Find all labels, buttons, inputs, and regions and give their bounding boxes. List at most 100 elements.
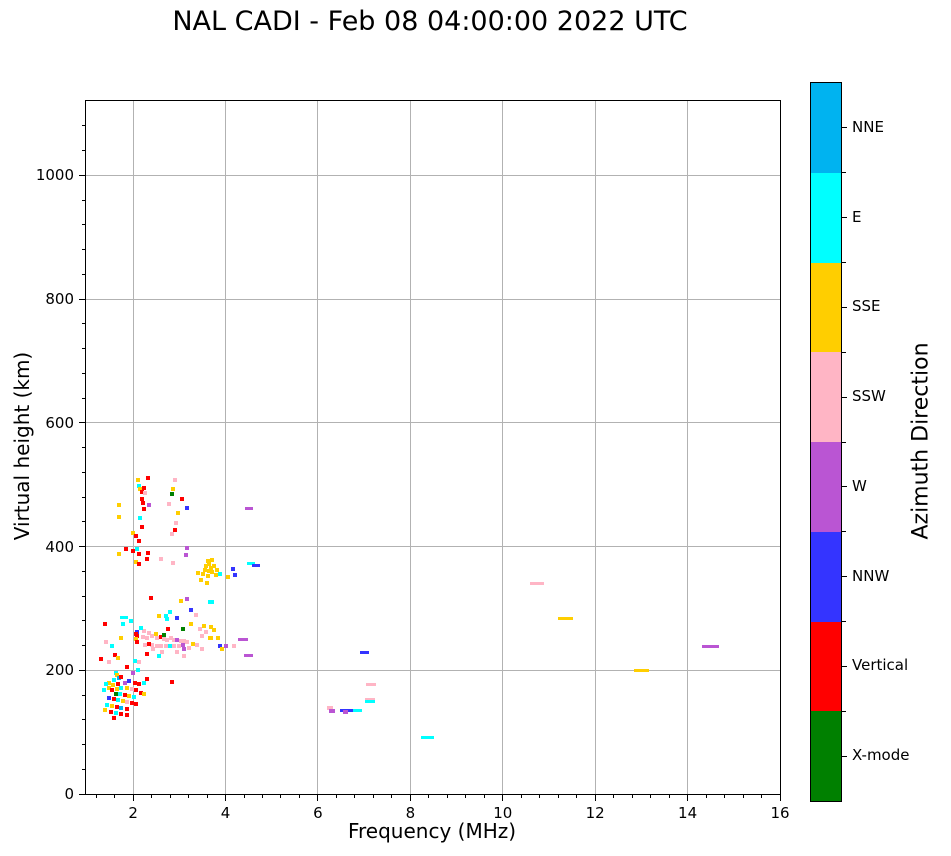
x-axis-minor-tick bbox=[262, 795, 263, 798]
data-point bbox=[135, 546, 140, 551]
data-point bbox=[114, 691, 119, 696]
data-point bbox=[210, 558, 215, 563]
data-point bbox=[116, 676, 121, 681]
x-axis-tick bbox=[687, 795, 689, 801]
y-axis-minor-tick bbox=[82, 273, 85, 275]
x-axis-minor-tick bbox=[724, 795, 726, 798]
data-point bbox=[116, 681, 121, 686]
data-point bbox=[224, 643, 228, 648]
data-point bbox=[175, 650, 180, 655]
data-point bbox=[326, 705, 333, 710]
y-axis-minor-tick bbox=[82, 397, 85, 399]
data-point bbox=[178, 598, 183, 603]
x-axis-minor-tick bbox=[705, 795, 707, 798]
x-axis-minor-tick bbox=[520, 795, 522, 798]
x-axis-tick-label: 14 bbox=[678, 804, 698, 822]
data-point bbox=[131, 530, 136, 535]
x-axis-minor-tick bbox=[557, 795, 559, 798]
data-point bbox=[107, 686, 112, 691]
data-point bbox=[119, 686, 124, 691]
x-axis-minor-tick bbox=[613, 795, 615, 798]
data-point bbox=[110, 644, 115, 649]
data-point bbox=[142, 507, 147, 512]
data-point bbox=[138, 691, 143, 696]
data-point bbox=[147, 642, 152, 647]
data-point bbox=[211, 628, 216, 633]
data-point bbox=[352, 708, 362, 712]
data-point bbox=[133, 688, 138, 693]
colorbar-tick-label: SSE bbox=[852, 297, 881, 316]
data-point bbox=[199, 577, 204, 582]
colorbar-tick bbox=[842, 306, 847, 308]
data-point bbox=[633, 668, 649, 672]
data-point bbox=[185, 506, 190, 511]
data-point bbox=[145, 556, 150, 561]
colorbar-tick-label: E bbox=[852, 207, 862, 226]
data-point bbox=[140, 496, 145, 501]
y-axis-tick-label: 400 bbox=[45, 537, 74, 556]
colorbar-boundary-tick bbox=[842, 172, 846, 174]
data-point bbox=[195, 571, 200, 576]
data-point bbox=[201, 624, 206, 629]
y-axis-minor-tick bbox=[82, 323, 85, 325]
data-point bbox=[218, 571, 223, 576]
y-axis-minor-tick bbox=[82, 595, 85, 597]
data-point bbox=[125, 712, 130, 717]
data-point bbox=[99, 657, 104, 662]
data-point bbox=[209, 636, 214, 641]
data-point bbox=[112, 715, 117, 720]
data-point bbox=[225, 574, 230, 579]
data-point bbox=[137, 660, 142, 665]
data-point bbox=[110, 704, 115, 709]
data-point bbox=[119, 712, 124, 717]
data-point bbox=[209, 624, 214, 629]
x-axis-tick bbox=[132, 795, 134, 801]
y-axis-minor-tick bbox=[82, 570, 85, 572]
x-axis-tick bbox=[779, 795, 781, 801]
x-axis-minor-tick bbox=[446, 795, 448, 798]
data-point bbox=[112, 697, 117, 702]
gridline-horizontal bbox=[86, 298, 780, 300]
data-point bbox=[104, 639, 109, 644]
y-axis-minor-tick bbox=[82, 348, 85, 349]
data-point bbox=[125, 707, 130, 712]
y-axis-label: Virtual height (km) bbox=[10, 351, 34, 541]
data-point bbox=[171, 644, 176, 649]
data-point bbox=[163, 613, 168, 618]
data-point bbox=[171, 561, 176, 566]
x-axis-tick bbox=[409, 795, 411, 801]
data-point bbox=[132, 658, 137, 663]
data-point bbox=[155, 636, 160, 641]
data-point bbox=[120, 621, 125, 626]
x-axis-tick bbox=[225, 795, 227, 801]
data-point bbox=[175, 637, 180, 642]
x-axis-minor-tick bbox=[650, 795, 652, 798]
data-point bbox=[328, 709, 335, 714]
data-point bbox=[158, 634, 163, 639]
data-point bbox=[122, 681, 127, 686]
data-point bbox=[206, 569, 211, 574]
x-axis-tick-label: 4 bbox=[220, 804, 231, 822]
y-axis-tick-label: 0 bbox=[64, 785, 74, 803]
data-point bbox=[162, 632, 167, 637]
data-point bbox=[120, 699, 125, 704]
y-axis-minor-tick bbox=[82, 150, 85, 151]
data-point bbox=[102, 621, 107, 626]
data-point bbox=[365, 697, 376, 701]
data-point bbox=[147, 631, 152, 636]
data-point bbox=[194, 642, 199, 647]
colorbar-segment-vertical bbox=[811, 621, 841, 712]
data-point bbox=[107, 660, 112, 665]
x-axis-minor-tick bbox=[761, 795, 763, 798]
data-point bbox=[142, 681, 147, 686]
data-point bbox=[139, 490, 144, 495]
data-point bbox=[155, 644, 160, 649]
x-axis-label: Frequency (MHz) bbox=[347, 819, 517, 843]
x-axis-tick-label: 12 bbox=[585, 804, 605, 822]
data-point bbox=[210, 569, 215, 574]
data-point bbox=[102, 688, 107, 693]
x-axis-minor-tick bbox=[298, 795, 300, 798]
y-axis-tick-label: 800 bbox=[45, 290, 74, 308]
colorbar-tick bbox=[842, 396, 847, 398]
data-point bbox=[244, 653, 254, 657]
